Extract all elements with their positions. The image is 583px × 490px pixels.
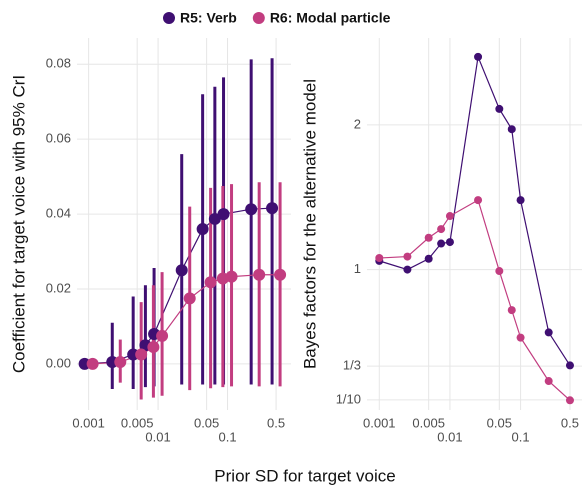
point — [375, 254, 384, 263]
point — [114, 356, 127, 369]
point — [507, 306, 516, 315]
point — [445, 212, 454, 221]
point — [274, 268, 287, 281]
y-tick-label: 0.02 — [46, 280, 71, 295]
point — [253, 268, 266, 281]
x-tick-label: 0.01 — [437, 429, 462, 444]
point — [474, 196, 483, 205]
point — [245, 203, 258, 216]
point — [565, 361, 574, 370]
y-tick-label: 1 — [354, 261, 361, 276]
y-tick-label: 2 — [354, 116, 361, 131]
point — [474, 52, 483, 61]
y-axis-title: Coefficient for target voice with 95% Cr… — [9, 75, 28, 373]
legend-label: R5: Verb — [180, 10, 237, 26]
point — [516, 333, 525, 342]
x-tick-label: 0.005 — [412, 415, 445, 430]
x-axis-title: Prior SD for target voice — [214, 466, 395, 485]
point — [424, 233, 433, 242]
point — [495, 104, 504, 113]
y-axis-title: Bayes factors for the alternative model — [300, 79, 319, 369]
point — [507, 125, 516, 134]
point — [156, 329, 169, 342]
point — [544, 328, 553, 337]
x-tick-label: 0.01 — [145, 429, 170, 444]
point — [424, 254, 433, 263]
y-tick-label: 0.04 — [46, 206, 71, 221]
point — [495, 267, 504, 276]
point — [204, 276, 217, 289]
point — [403, 265, 412, 274]
x-tick-label: 0.5 — [561, 415, 579, 430]
x-tick-label: 0.001 — [363, 415, 396, 430]
point — [445, 238, 454, 247]
legend-marker — [252, 12, 265, 24]
point — [516, 196, 525, 205]
point — [225, 270, 238, 283]
point — [217, 208, 230, 221]
y-tick-label: 1/3 — [343, 358, 361, 373]
point — [437, 239, 446, 248]
y-tick-label: 1/10 — [336, 391, 361, 406]
x-tick-label: 0.001 — [72, 415, 105, 430]
point — [175, 264, 188, 277]
x-tick-label: 0.05 — [194, 415, 219, 430]
x-tick-label: 0.005 — [121, 415, 154, 430]
point — [266, 202, 279, 215]
point — [565, 396, 574, 405]
point — [147, 341, 160, 354]
point — [403, 252, 412, 261]
legend-marker — [163, 12, 175, 24]
y-tick-label: 0.00 — [46, 355, 71, 370]
x-tick-label: 0.05 — [487, 415, 512, 430]
legend-label: R6: Modal particle — [270, 10, 391, 26]
point — [135, 348, 148, 361]
y-tick-label: 0.08 — [46, 56, 71, 71]
y-tick-label: 0.06 — [46, 131, 71, 146]
point — [437, 225, 446, 234]
x-tick-label: 0.5 — [267, 415, 285, 430]
series-line — [379, 54, 571, 366]
x-tick-label: 0.1 — [512, 429, 530, 444]
point — [544, 377, 553, 386]
x-tick-label: 0.1 — [218, 429, 236, 444]
point — [196, 223, 209, 236]
point — [86, 357, 99, 370]
point — [183, 292, 196, 305]
